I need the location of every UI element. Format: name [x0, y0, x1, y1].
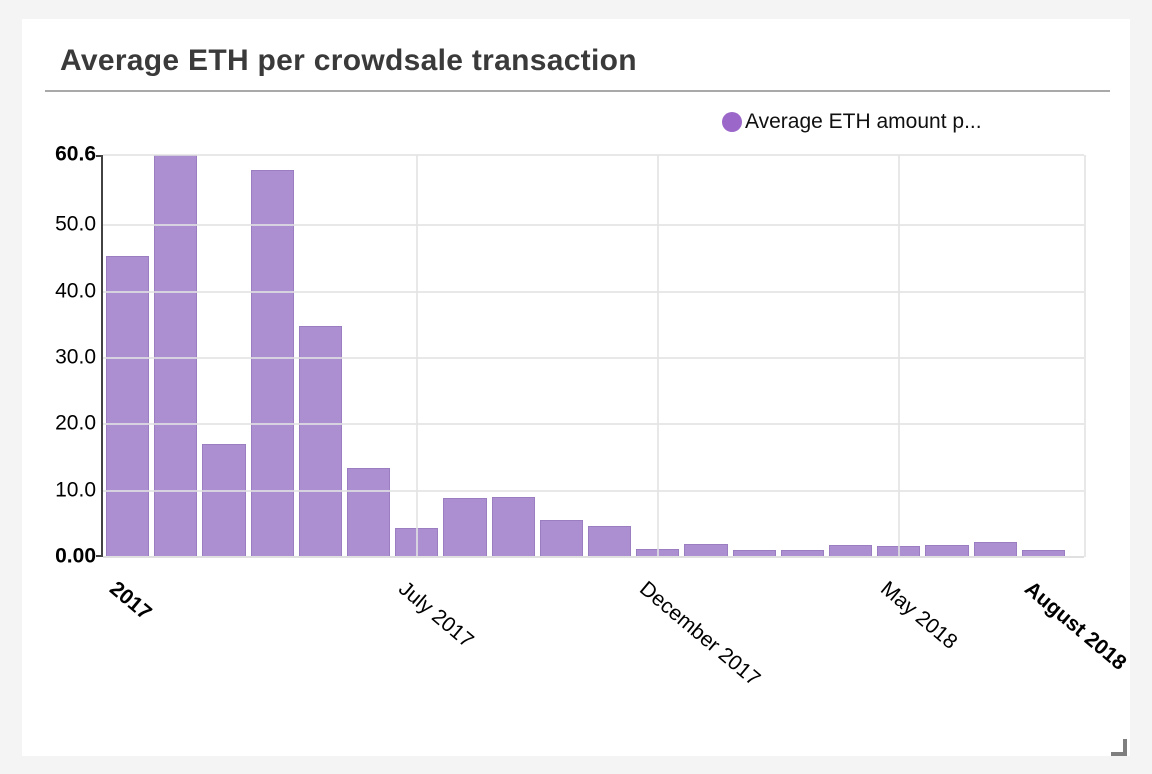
x-gridline: [897, 155, 900, 557]
x-axis-tick-label: August 2018: [1020, 577, 1130, 675]
chart-title: Average ETH per crowdsale transaction: [60, 44, 637, 77]
y-gridline: [103, 154, 1084, 156]
resize-corner-icon: [1111, 739, 1127, 756]
x-axis-tick-label: July 2017: [394, 577, 478, 653]
y-gridline: [103, 290, 1084, 293]
y-axis-line: [101, 155, 103, 557]
bar[interactable]: [925, 545, 969, 557]
plot-area: 60.6 50.0 40.0 30.0 20.0 10.0 0.00 2017 July 201…: [22, 19, 1130, 756]
bar[interactable]: [829, 545, 873, 557]
y-axis-tick: [96, 155, 102, 157]
y-axis-tick-label: 60.6: [55, 142, 96, 166]
chart-card: Average ETH per crowdsale transaction Av…: [22, 19, 1130, 756]
bar[interactable]: [106, 256, 150, 557]
bar[interactable]: [732, 549, 776, 557]
x-axis-tick-label: 2017: [104, 577, 156, 625]
legend-marker-icon: [722, 112, 742, 132]
y-axis-tick-label: 0.00: [55, 544, 96, 568]
bar[interactable]: [347, 468, 391, 557]
legend-label: Average ETH amount p...: [745, 110, 982, 133]
bar[interactable]: [539, 519, 583, 557]
y-axis-tick-label: 40.0: [55, 279, 96, 303]
y-gridline: [103, 556, 1084, 558]
bar[interactable]: [443, 497, 487, 557]
x-axis-tick-label: December 2017: [635, 577, 765, 691]
bar[interactable]: [973, 541, 1017, 557]
y-gridline: [103, 423, 1084, 426]
title-separator: [45, 90, 1110, 92]
plot-right-edge-gridline: [1084, 155, 1086, 557]
y-gridline: [103, 489, 1084, 492]
bar[interactable]: [780, 550, 824, 557]
y-axis-tick-label: 20.0: [55, 411, 96, 435]
bar[interactable]: [684, 544, 728, 557]
bar[interactable]: [588, 525, 632, 557]
bar[interactable]: [250, 170, 294, 557]
bar[interactable]: [491, 497, 535, 557]
x-gridline: [415, 155, 418, 557]
x-axis-tick-label: May 2018: [876, 577, 962, 654]
bar[interactable]: [298, 326, 342, 557]
y-axis-tick-label: 30.0: [55, 345, 96, 369]
y-gridline: [103, 224, 1084, 227]
y-gridline: [103, 356, 1084, 359]
x-gridline: [656, 155, 659, 557]
bar[interactable]: [202, 444, 246, 557]
bar[interactable]: [1021, 550, 1065, 557]
y-axis-tick: [96, 555, 102, 557]
legend-item[interactable]: Average ETH amount p...: [722, 109, 982, 135]
y-axis-tick-label: 50.0: [55, 212, 96, 236]
y-axis-tick-label: 10.0: [55, 478, 96, 502]
